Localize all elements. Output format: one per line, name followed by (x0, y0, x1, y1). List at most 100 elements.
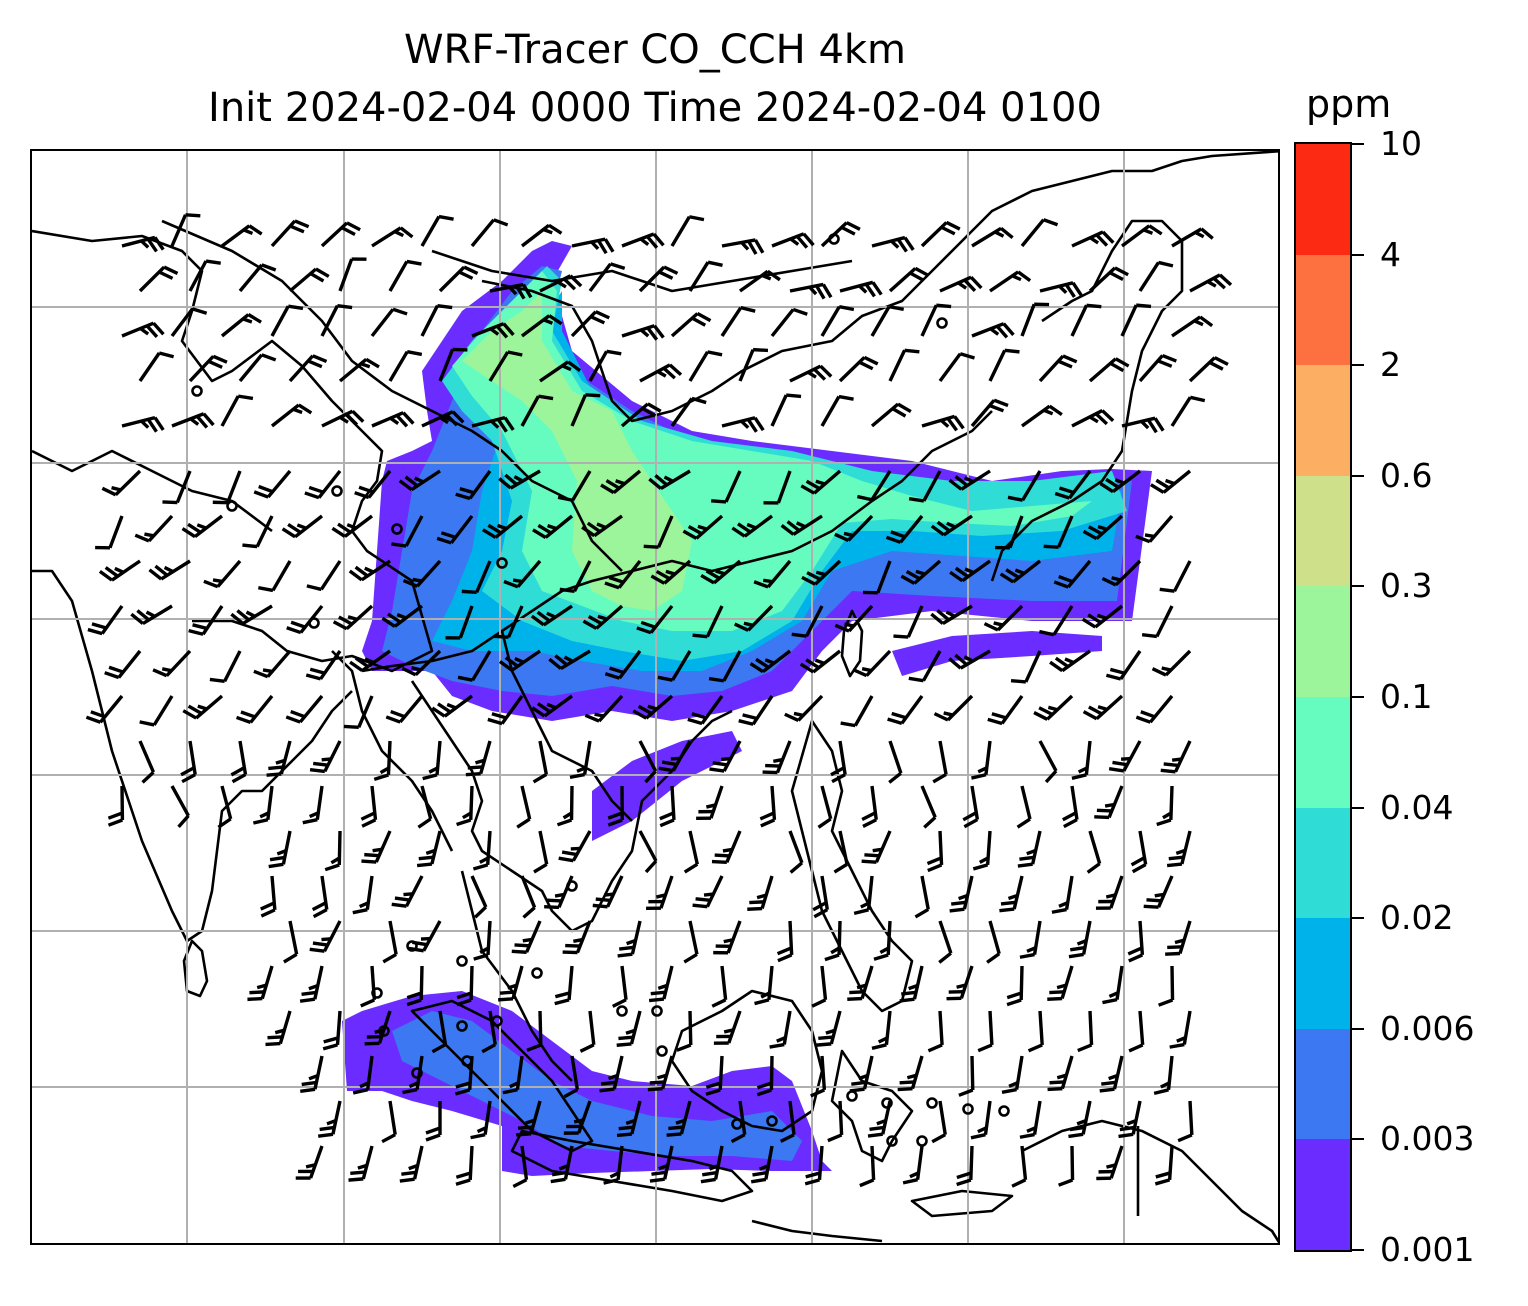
wind-barb (1096, 1145, 1124, 1181)
calm-wind-marker (378, 1025, 390, 1037)
wind-barb (1108, 740, 1142, 773)
wind-barb (1043, 515, 1074, 549)
wind-barb (579, 1010, 596, 1053)
wind-barb (343, 695, 374, 730)
coastline-korea-japan (990, 219, 1184, 582)
wind-barb (733, 604, 774, 632)
wind-barb (817, 785, 833, 829)
colorbar-segment (1296, 1028, 1350, 1140)
wind-barb (1021, 404, 1063, 428)
wind-barb (1038, 740, 1058, 784)
colorbar-segment (1296, 1139, 1350, 1250)
wind-barb (1099, 469, 1142, 494)
wind-barb (584, 694, 624, 723)
wind-barb (539, 274, 583, 293)
wind-barb (649, 1145, 674, 1183)
wind-barb (498, 649, 541, 672)
wind-barb (456, 785, 474, 827)
wind-barb (1049, 649, 1091, 673)
wind-barb (438, 265, 479, 293)
wind-barb (789, 364, 833, 383)
wind-barb (220, 224, 263, 248)
wind-barb (670, 215, 705, 247)
wind-barb (938, 352, 975, 383)
wind-barb (930, 514, 973, 537)
wind-barb (87, 605, 124, 636)
wind-barb (162, 470, 192, 505)
wind-barb (658, 740, 692, 773)
border-mongolia (431, 249, 853, 293)
wind-barb (1082, 694, 1124, 721)
wind-barb (750, 1145, 774, 1184)
map-panel[interactable] (30, 149, 1280, 1245)
wind-barb (1068, 920, 1092, 959)
wind-barb (692, 605, 724, 639)
wind-barb (779, 1100, 796, 1143)
wind-barb (1101, 559, 1142, 587)
wind-barb (1154, 1145, 1174, 1186)
wind-barb (643, 515, 674, 549)
wind-barb (816, 1010, 842, 1047)
wind-barb (563, 1055, 580, 1099)
wind-barb (1128, 1010, 1145, 1053)
wind-barb (771, 232, 815, 249)
colorbar-tick (1352, 806, 1364, 809)
wind-barb (299, 965, 324, 1003)
wind-barb (908, 470, 942, 503)
wind-barb (1019, 1100, 1042, 1139)
wind-barb (1171, 315, 1214, 338)
wind-barb (888, 740, 903, 784)
wind-barb (417, 785, 433, 829)
colorbar-tick-label: 0.3 (1380, 566, 1433, 606)
wind-barb (713, 920, 742, 955)
wind-barb (720, 305, 756, 337)
wind-barb (810, 1055, 827, 1098)
colorbar-tick (1352, 143, 1364, 145)
wind-barb (756, 1055, 774, 1097)
colorbar-tick (1352, 1249, 1364, 1251)
wind-barb (539, 360, 582, 383)
wind-barb (348, 1145, 374, 1182)
wind-barb (309, 740, 342, 774)
wind-barb (853, 875, 874, 916)
calm-wind-marker (962, 1103, 974, 1115)
wind-barb (286, 604, 324, 635)
wind-barb (780, 514, 823, 536)
wind-barb (556, 785, 574, 827)
colorbar-tick-label: 2 (1380, 345, 1401, 385)
calm-wind-marker (456, 1020, 468, 1032)
wind-barb (104, 649, 142, 680)
wind-barb (304, 469, 342, 500)
wind-barb (692, 875, 724, 909)
wind-barb (949, 875, 974, 913)
wind-barb (827, 1100, 844, 1143)
wind-barb (470, 1100, 492, 1140)
wind-barb (721, 238, 765, 255)
colorbar-tick (1352, 696, 1364, 698)
wind-barb (252, 785, 274, 825)
wind-barb (285, 694, 324, 724)
wind-barb (1020, 218, 1059, 248)
wind-barb (399, 1145, 424, 1183)
calm-wind-marker (308, 617, 320, 629)
wind-barb (600, 469, 642, 495)
wind-barb (436, 514, 474, 545)
wind-barb (1153, 1055, 1174, 1096)
wind-barb (759, 785, 777, 828)
wind-barb (972, 830, 992, 871)
wind-barb (181, 514, 224, 539)
calm-wind-marker (496, 557, 508, 569)
wind-barb (398, 469, 441, 492)
wind-barb (820, 221, 861, 248)
wind-barb (659, 785, 676, 828)
wind-barb (986, 920, 1001, 964)
wind-barb (588, 349, 622, 382)
wind-barb (939, 275, 983, 293)
wind-barb (402, 1055, 424, 1095)
wind-barb (616, 1100, 642, 1138)
border-laos (500, 630, 633, 822)
wind-barb (481, 1010, 497, 1054)
wind-barb (1027, 1010, 1044, 1053)
colorbar-segment (1296, 365, 1350, 476)
wind-barb (897, 1055, 924, 1092)
